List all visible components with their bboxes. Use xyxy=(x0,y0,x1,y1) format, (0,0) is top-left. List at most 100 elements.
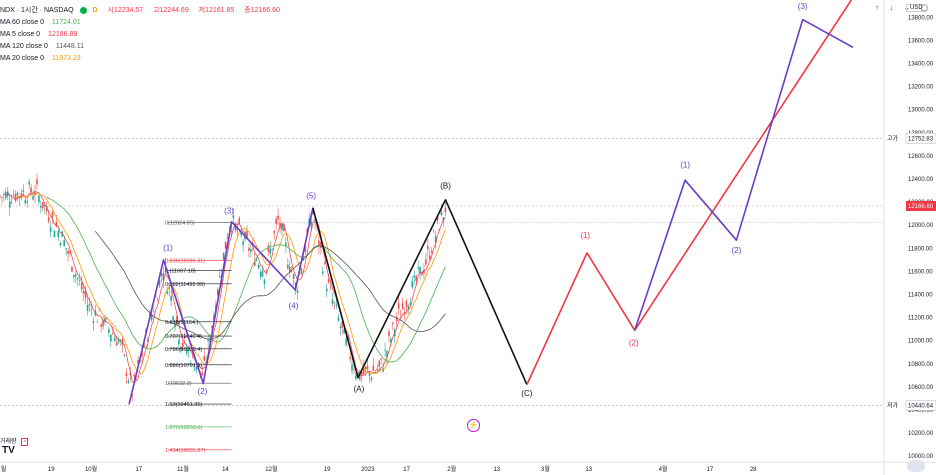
wave-label: (2) xyxy=(198,387,208,396)
x-tick-label: 17 xyxy=(403,467,410,473)
symbol-label[interactable]: NDX · 1시간 · NASDAQ xyxy=(0,7,74,14)
wave-label: (1) xyxy=(680,160,690,169)
wave-label: (3) xyxy=(798,2,808,11)
arrow-down-icon[interactable]: ↓ xyxy=(889,3,894,12)
candle-body xyxy=(269,248,272,254)
candle-body xyxy=(88,304,91,306)
y-tick-label: 12400.00 xyxy=(908,177,934,183)
scroll-to-realtime-button[interactable] xyxy=(907,460,925,472)
price-tag xyxy=(905,400,936,411)
ma-label: MA 20 close 0 xyxy=(0,55,44,62)
candle-body xyxy=(267,245,270,252)
candle-body xyxy=(288,266,291,272)
ma-row[interactable]: MA 5 close 0 12186.89 xyxy=(0,29,280,41)
currency-selector[interactable]: USD xyxy=(906,4,927,12)
candle-body xyxy=(16,192,19,195)
candle-body xyxy=(111,333,114,335)
candle-body xyxy=(59,243,62,246)
volume-label: 거래량 xyxy=(0,439,17,445)
candle-body xyxy=(123,354,126,356)
chart-legend: NDX · 1시간 · NASDAQ D 시12234.57 고12244.69… xyxy=(0,5,280,65)
candle-body xyxy=(203,356,206,361)
price-line-label: 고가 xyxy=(887,134,899,142)
price-tag-text: 12752.83 xyxy=(908,136,934,142)
price-tag-text: 10440.64 xyxy=(908,403,934,409)
candle-body xyxy=(353,369,355,371)
candle-body xyxy=(49,226,52,232)
candle-body xyxy=(228,226,231,228)
candle-body xyxy=(343,329,346,334)
wave-label: (A) xyxy=(354,385,365,394)
candle-body xyxy=(195,366,198,370)
candle-body xyxy=(51,211,54,218)
candle-body xyxy=(257,264,260,269)
x-tick-label: 13 xyxy=(585,467,592,473)
candle-body xyxy=(376,368,379,371)
candle-body xyxy=(290,271,293,273)
candle-body xyxy=(380,358,382,360)
candle-body xyxy=(250,249,252,252)
candle-body xyxy=(127,380,130,383)
candle-body xyxy=(125,372,128,377)
candle-body xyxy=(273,231,276,234)
candle-body xyxy=(187,349,190,351)
candle-body xyxy=(358,373,361,380)
candle-body xyxy=(421,271,423,276)
remove-volume-icon[interactable]: × xyxy=(21,438,29,446)
x-tick-label: 17 xyxy=(707,467,714,473)
candle-body xyxy=(147,339,149,342)
candle-body xyxy=(253,261,256,266)
candle-body xyxy=(275,218,277,225)
expand-icon[interactable]: ▢ xyxy=(920,3,928,12)
candle-body xyxy=(26,201,29,203)
ohlc-close: 종12166.60 xyxy=(244,7,280,14)
candle-body xyxy=(193,369,196,371)
ma-row[interactable]: MA 60 close 0 11724.01 xyxy=(0,17,280,29)
lightning-icon[interactable]: ⚡ xyxy=(467,419,480,432)
wave-label: (4) xyxy=(289,301,299,310)
arrow-up-icon[interactable]: ↑ xyxy=(875,3,880,12)
candle-body xyxy=(277,215,279,220)
candle-body xyxy=(108,329,110,333)
candle-body xyxy=(436,216,439,221)
y-tick-label: 13200.00 xyxy=(908,85,934,91)
candle-body xyxy=(281,223,283,231)
candle-body xyxy=(370,377,373,380)
candle-body xyxy=(427,246,429,250)
candle-body xyxy=(115,342,118,346)
candle-body xyxy=(430,251,433,253)
candle-body xyxy=(401,303,404,310)
y-tick-label: 12000.00 xyxy=(908,223,934,229)
candle-body xyxy=(197,362,200,366)
candle-body xyxy=(78,280,81,281)
candle-body xyxy=(349,357,351,359)
candle-body xyxy=(355,375,357,379)
d-badge[interactable]: D xyxy=(92,7,98,14)
wave-label: (1) xyxy=(163,244,173,253)
y-tick-label: 13000.00 xyxy=(908,108,934,114)
x-tick-label: 28 xyxy=(750,467,757,473)
ma-value: 11448.11 xyxy=(55,43,84,50)
wave-label: (2) xyxy=(629,338,639,347)
tradingview-logo[interactable]: TV xyxy=(2,445,15,456)
candle-body xyxy=(10,202,13,204)
candle-body xyxy=(409,303,412,306)
candle-body xyxy=(415,276,417,281)
candle-body xyxy=(434,236,437,243)
fib-level-label: 0.618(11164.) xyxy=(165,320,199,326)
candle-body xyxy=(337,317,340,321)
candle-body xyxy=(285,242,287,246)
candle-body xyxy=(1,197,3,198)
ma-value: 12186.89 xyxy=(48,31,78,38)
y-tick-label: 10400.00 xyxy=(908,408,934,414)
candle-body xyxy=(160,273,163,276)
candle-body xyxy=(8,201,11,208)
price-line-label: 저가 xyxy=(887,401,899,409)
volume-legend: 거래량 × xyxy=(0,436,29,446)
ma-row[interactable]: MA 120 close 0 11448.11 xyxy=(0,41,280,53)
candle-body xyxy=(217,289,219,296)
candle-body xyxy=(279,222,281,228)
ma-row[interactable]: MA 20 close 0 11973.23 xyxy=(0,53,280,65)
candle-body xyxy=(55,221,58,227)
